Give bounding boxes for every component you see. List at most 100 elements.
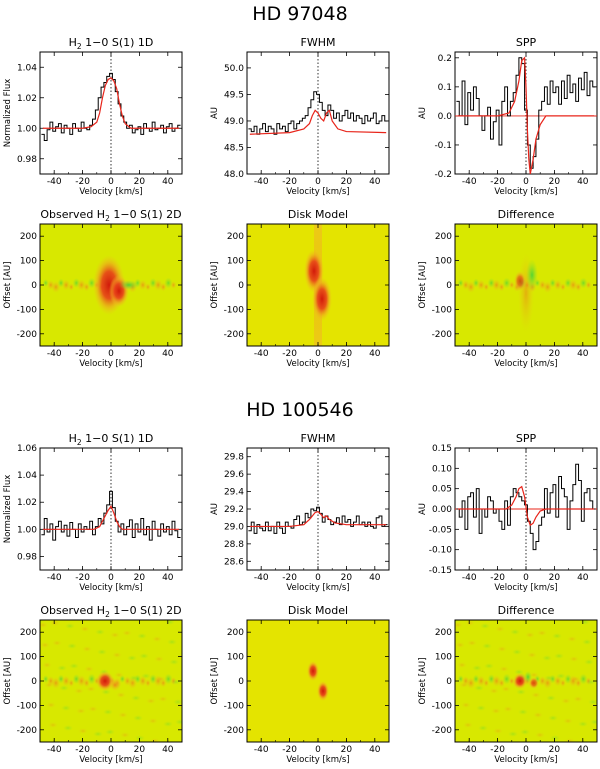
noise-feature: [152, 636, 162, 642]
y-axis-label: Offset [AU]: [3, 262, 13, 309]
x-tick-label: -20: [75, 573, 90, 583]
noise-feature: [457, 662, 467, 668]
y-tick-label: 0: [31, 677, 37, 687]
noise-feature: [69, 663, 79, 669]
noise-feature: [495, 626, 505, 632]
x-tick-label: 20: [341, 745, 353, 755]
noise-feature: [465, 620, 475, 626]
panel-title: Difference: [498, 208, 555, 221]
x-tick-label: -20: [75, 177, 90, 187]
data-series-line: [248, 91, 388, 135]
x-tick-label: -40: [254, 177, 269, 187]
x-tick-label: -20: [282, 745, 297, 755]
noise-feature: [565, 738, 575, 742]
noise-feature: [44, 682, 54, 688]
noise-feature: [116, 692, 126, 698]
noise-feature: [129, 675, 139, 681]
model-series-line: [249, 109, 387, 135]
y-tick-label: 0: [31, 281, 37, 291]
noise-feature: [508, 731, 518, 737]
noise-feature: [544, 675, 554, 681]
heatmap-image: [455, 224, 597, 346]
noise-feature: [84, 666, 94, 672]
model-series-line: [42, 505, 180, 530]
noise-feature: [461, 702, 471, 708]
noise-feature: [455, 642, 465, 648]
x-tick-label: 0: [523, 177, 529, 187]
y-tick-label: -0.2: [434, 170, 452, 180]
heatmap-image: [40, 620, 182, 742]
y-tick-label: 28.8: [224, 540, 244, 550]
y-tick-label: -100: [224, 305, 245, 315]
noise-feature: [579, 673, 588, 685]
x-axis-label: Velocity [km/s]: [286, 187, 349, 197]
y-axis-label: Offset [AU]: [210, 262, 220, 309]
y-tick-label: 1.02: [17, 498, 37, 508]
y-tick-label: 29.2: [224, 505, 244, 515]
x-tick-label: 40: [369, 177, 381, 187]
y-axis-label: AU: [418, 107, 428, 119]
x-tick-label: 40: [162, 349, 174, 359]
y-tick-label: 100: [227, 653, 244, 663]
x-tick-label: -20: [282, 177, 297, 187]
y-axis-label: Normalized Flux: [3, 79, 13, 148]
plot-area: [456, 463, 596, 551]
x-tick-label: -20: [490, 745, 505, 755]
x-tick-label: -20: [75, 745, 90, 755]
y-axis-label: AU: [210, 107, 220, 119]
y-tick-label: -0.10: [429, 546, 453, 556]
x-tick-label: 40: [369, 745, 381, 755]
noise-feature: [520, 729, 530, 735]
y-tick-label: 0.05: [432, 485, 452, 495]
noise-feature: [148, 718, 158, 724]
noise-feature: [164, 277, 173, 289]
x-tick-label: 20: [549, 573, 561, 583]
x-tick-label: 0: [108, 349, 114, 359]
model-series-line: [42, 77, 180, 129]
x-axis-label: Velocity [km/s]: [79, 359, 142, 369]
noise-feature: [167, 639, 177, 645]
noise-feature: [163, 721, 173, 727]
noise-feature: [68, 679, 75, 687]
y-tick-label: 0.15: [432, 444, 452, 454]
x-axis-label: Velocity [km/s]: [286, 755, 349, 765]
x-tick-label: 40: [162, 177, 174, 187]
model-series-line: [457, 485, 595, 527]
model-emission-north: [307, 661, 319, 681]
noise-feature: [122, 630, 132, 636]
noise-feature: [156, 676, 166, 682]
x-tick-label: 40: [162, 573, 174, 583]
noise-feature: [459, 682, 469, 688]
noise-feature: [476, 279, 486, 291]
y-tick-label: 1.00: [17, 124, 37, 134]
noise-feature: [559, 283, 566, 291]
model-emission-south: [312, 277, 332, 321]
noise-feature: [561, 698, 571, 704]
noise-feature: [110, 632, 120, 638]
noise-feature: [88, 706, 98, 712]
panel-obs2d: Observed H2 1−0 S(1) 2D2001000-100-200-4…: [3, 604, 183, 765]
noise-feature: [158, 696, 168, 702]
heatmap-image: [40, 224, 182, 346]
section-hd97048: HD 97048 H2 1−0 S(1) 1D 0.98 1.00 1.02 1.04 -4…: [3, 3, 598, 369]
noise-feature: [82, 646, 92, 652]
x-tick-label: -20: [490, 177, 505, 187]
y-tick-label: 200: [227, 232, 244, 242]
y-tick-label: -100: [17, 305, 38, 315]
noise-feature: [472, 665, 482, 671]
x-axis-label: Velocity [km/s]: [494, 583, 557, 593]
noise-feature: [154, 656, 164, 662]
y-tick-label: 200: [227, 628, 244, 638]
panel-obs2d: Observed H2 1−0 S(1) 2D2001000-100-200-4…: [3, 208, 183, 369]
y-tick-label: -200: [432, 726, 453, 736]
y-tick-label: -200: [432, 330, 453, 340]
noise-feature: [455, 622, 463, 628]
x-tick-label: 0: [523, 573, 529, 583]
noise-feature: [144, 283, 151, 291]
noise-feature: [146, 698, 156, 704]
noise-feature: [527, 652, 537, 658]
y-tick-label: 100: [20, 653, 37, 663]
residual-feature: [526, 259, 538, 291]
